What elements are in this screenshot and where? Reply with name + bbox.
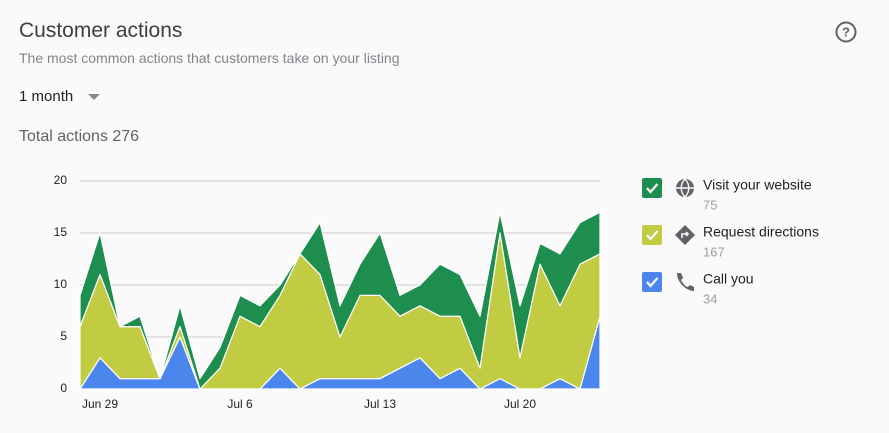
legend-total: 167 [703,244,725,259]
legend-icon [677,273,694,291]
help-icon[interactable]: ? [834,20,858,44]
y-tick-label: 10 [54,277,68,291]
checkmark [646,183,659,194]
period-dropdown[interactable]: 1 month [19,88,101,105]
legend-label: Request directions [703,224,819,240]
y-tick-label: 20 [54,173,68,187]
x-tick-label: Jul 13 [364,397,396,411]
y-tick-label: 15 [54,225,68,239]
legend-total: 75 [703,197,717,212]
directions-icon [675,225,695,245]
legend-label: Visit your website [703,177,812,193]
checkbox-box [642,225,662,245]
legend-label: Call you [703,271,754,287]
area [79,211,601,390]
globe-lines [676,178,694,198]
checkmark [646,230,659,241]
checkmark [646,277,659,288]
legend-checkbox[interactable] [642,225,662,245]
legend-icon [675,225,695,245]
y-tick-label: 5 [60,329,67,343]
phone-icon [677,273,694,291]
x-tick-label: Jun 29 [82,397,118,411]
x-tick-label: Jul 6 [227,397,253,411]
legend-checkbox[interactable] [642,178,662,198]
legend-checkbox[interactable] [642,272,662,292]
dropdown-arrow [88,94,101,101]
checkbox-box [642,272,662,292]
svg-text:?: ? [842,24,850,39]
legend-icon [676,178,694,198]
period-label: 1 month [19,88,74,105]
directions-arrow [681,231,690,238]
subtitle: The most common actions that customers t… [19,50,400,66]
y-tick-label: 0 [60,381,67,395]
checkbox-box [642,178,662,198]
legend-total: 34 [703,291,717,306]
total-actions: Total actions 276 [19,128,140,145]
x-tick-label: Jul 20 [504,397,536,411]
title: Customer actions [19,19,183,42]
